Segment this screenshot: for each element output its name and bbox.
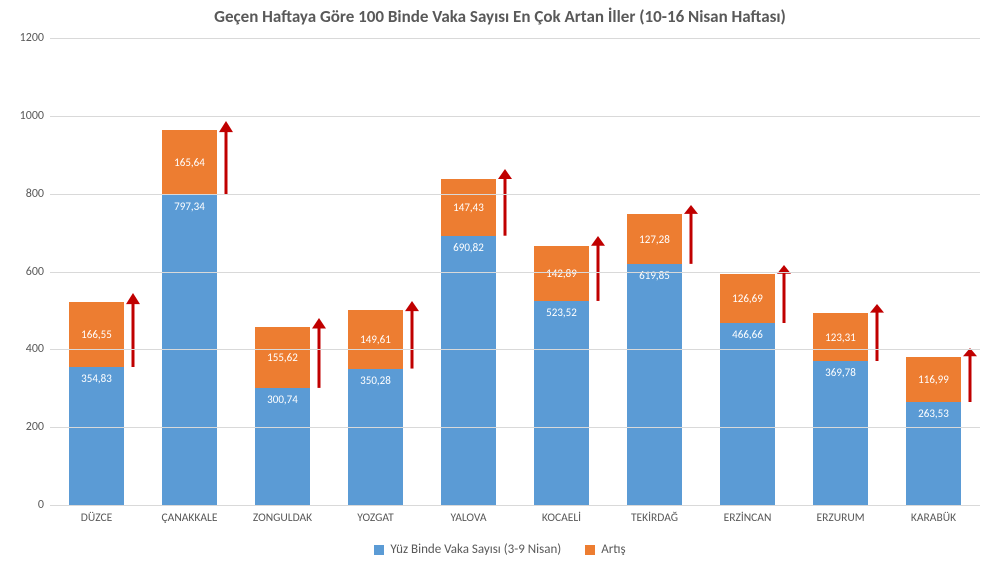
gridline	[50, 116, 980, 117]
bar-value-increase: 165,64	[174, 157, 205, 168]
category-label: YALOVA	[450, 511, 486, 525]
bar-segment-base: 263,53	[906, 402, 962, 505]
stacked-bar: 116,99 263,53	[906, 357, 962, 505]
bar-segment-increase: 147,43	[441, 179, 497, 236]
bar-segment-increase: 166,55	[69, 302, 125, 367]
category-label: DÜZCE	[81, 511, 112, 525]
up-arrow-icon	[591, 236, 605, 301]
y-tick-label: 400	[8, 342, 44, 356]
legend-item-base: Yüz Binde Vaka Sayısı (3-9 Nisan)	[374, 542, 561, 557]
bar-segment-base: 619,85	[627, 264, 683, 505]
bar-segment-increase: 116,99	[906, 357, 962, 403]
bar-value-increase: 127,28	[639, 234, 670, 245]
up-arrow-icon	[405, 301, 419, 369]
category-label: ERZURUM	[816, 511, 864, 525]
up-arrow-icon	[312, 318, 326, 388]
gridline	[50, 427, 980, 428]
stacked-bar: 166,55 354,83	[69, 302, 125, 505]
stacked-bar: 123,31 369,78	[813, 313, 869, 505]
category-label: KARABÜK	[911, 511, 956, 525]
bar-value-increase: 149,61	[360, 334, 391, 345]
bar-segment-increase: 123,31	[813, 313, 869, 361]
plot-area: 166,55354,83DÜZCE165,64797,34ÇANAKKALE15…	[50, 38, 980, 505]
bar-value-base: 354,83	[81, 373, 112, 384]
chart-title: Geçen Haftaya Göre 100 Binde Vaka Sayısı…	[0, 6, 1000, 27]
stacked-bar: 126,69 466,66	[720, 274, 776, 505]
bar-value-increase: 116,99	[918, 374, 949, 385]
bar-segment-base: 350,28	[348, 369, 404, 505]
up-arrow-icon	[870, 304, 884, 361]
bar-segment-increase: 165,64	[162, 130, 218, 194]
bar-value-increase: 166,55	[81, 329, 112, 340]
up-arrow-icon	[126, 293, 140, 367]
up-arrow-icon	[777, 265, 791, 324]
bar-value-increase: 147,43	[453, 202, 484, 213]
legend-swatch-increase	[585, 545, 595, 555]
y-tick-label: 0	[8, 498, 44, 512]
bar-segment-base: 523,52	[534, 301, 590, 505]
bar-segment-base: 300,74	[255, 388, 311, 505]
stacked-bar: 149,61 350,28	[348, 310, 404, 505]
y-tick-label: 200	[8, 420, 44, 434]
stacked-bar: 165,64 797,34	[162, 130, 218, 505]
stacked-bar: 142,89 523,52	[534, 246, 590, 505]
chart-container: Geçen Haftaya Göre 100 Binde Vaka Sayısı…	[0, 0, 1000, 563]
bar-value-base: 797,34	[174, 201, 205, 212]
bar-value-base: 263,53	[918, 408, 949, 419]
up-arrow-icon	[498, 169, 512, 236]
legend-swatch-base	[374, 545, 384, 555]
bar-value-base: 350,28	[360, 375, 391, 386]
category-label: YOZGAT	[357, 511, 394, 525]
bar-value-increase: 155,62	[267, 352, 298, 363]
y-tick-label: 1200	[8, 31, 44, 45]
bar-value-increase: 126,69	[732, 293, 763, 304]
bar-value-base: 690,82	[453, 242, 484, 253]
category-label: KOCAELİ	[542, 511, 581, 525]
bar-segment-increase: 149,61	[348, 310, 404, 368]
bar-segment-increase: 155,62	[255, 327, 311, 388]
bar-value-base: 300,74	[267, 394, 298, 405]
bar-segment-increase: 127,28	[627, 214, 683, 264]
bar-value-increase: 142,89	[546, 268, 577, 279]
bar-segment-increase: 126,69	[720, 274, 776, 323]
category-label: ERZİNCAN	[724, 511, 772, 525]
legend-label-increase: Artış	[601, 542, 625, 557]
bar-value-base: 466,66	[732, 329, 763, 340]
stacked-bar: 147,43 690,82	[441, 179, 497, 505]
category-label: ZONGULDAK	[253, 511, 312, 525]
legend: Yüz Binde Vaka Sayısı (3-9 Nisan) Artış	[0, 542, 1000, 557]
bar-segment-base: 690,82	[441, 236, 497, 505]
category-label: TEKİRDAĞ	[631, 511, 678, 525]
bar-segment-base: 354,83	[69, 367, 125, 505]
bar-value-increase: 123,31	[825, 332, 856, 343]
stacked-bar: 155,62 300,74	[255, 327, 311, 505]
bar-segment-increase: 142,89	[534, 246, 590, 302]
legend-item-increase: Artış	[585, 542, 625, 557]
category-label: ÇANAKKALE	[162, 511, 218, 525]
up-arrow-icon	[963, 348, 977, 403]
bar-value-base: 369,78	[825, 367, 856, 378]
y-tick-label: 600	[8, 265, 44, 279]
y-tick-label: 800	[8, 187, 44, 201]
up-arrow-icon	[684, 205, 698, 264]
bar-value-base: 523,52	[546, 307, 577, 318]
bar-segment-base: 466,66	[720, 323, 776, 505]
gridline	[50, 194, 980, 195]
gridline	[50, 349, 980, 350]
up-arrow-icon	[219, 121, 233, 195]
gridline	[50, 505, 980, 506]
stacked-bar: 127,28 619,85	[627, 214, 683, 505]
gridline	[50, 272, 980, 273]
bar-segment-base: 369,78	[813, 361, 869, 505]
y-tick-label: 1000	[8, 109, 44, 123]
gridline	[50, 38, 980, 39]
legend-label-base: Yüz Binde Vaka Sayısı (3-9 Nisan)	[390, 542, 561, 557]
